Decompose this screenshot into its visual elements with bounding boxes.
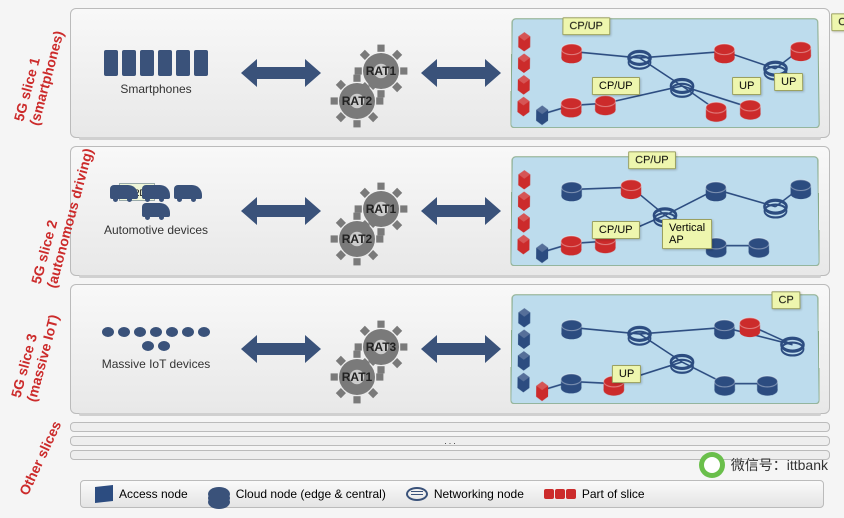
legend-item: Part of slice xyxy=(544,487,645,501)
smartphone-icon xyxy=(176,50,190,76)
gear-label: RAT2 xyxy=(342,232,372,246)
device-label: Smartphones xyxy=(120,82,191,96)
rat-gear: RAT1 xyxy=(327,347,387,407)
callout-label: CP xyxy=(831,13,844,31)
bidirectional-arrow xyxy=(421,191,501,231)
devices-panel: Smartphones xyxy=(71,9,241,137)
device-cluster xyxy=(96,327,216,351)
rat-gears: RAT1 RAT2 xyxy=(321,161,421,261)
rat-gear: RAT2 xyxy=(327,71,387,131)
bidirectional-arrow xyxy=(241,53,321,93)
network-panel: CP/UPCP/UPVertical AP xyxy=(510,156,819,266)
slice-label: 5G slice 1(smartphones) xyxy=(11,25,67,127)
smartphone-icon xyxy=(140,50,154,76)
slice-layer: Massive IoT devices RAT3 RAT1 CP UP xyxy=(70,284,830,414)
callout-label: UP xyxy=(612,365,641,383)
car-icon xyxy=(110,185,138,199)
car-icon xyxy=(142,185,170,199)
bidirectional-arrow xyxy=(241,191,321,231)
network-panel: CP UP xyxy=(510,294,819,404)
bidirectional-arrow xyxy=(241,329,321,369)
smartphone-icon xyxy=(122,50,136,76)
callout-label: CP/UP xyxy=(592,77,640,95)
callout-label: CP/UP xyxy=(592,221,640,239)
iot-device-icon xyxy=(118,327,130,337)
legend-item: Cloud node (edge & central) xyxy=(208,487,386,501)
device-label: Automotive devices xyxy=(104,223,208,237)
bidirectional-arrow xyxy=(421,53,501,93)
legend-item: Access node xyxy=(95,486,188,502)
iot-device-icon xyxy=(142,341,154,351)
access-node-icon xyxy=(95,485,113,503)
cloud-node-icon xyxy=(208,487,230,501)
device-cluster xyxy=(96,50,216,76)
devices-panel: D2D Automotive devices xyxy=(71,147,241,275)
rat-gear: RAT2 xyxy=(327,209,387,269)
callout-label: CP/UP xyxy=(562,17,610,35)
rat-gears: RAT3 RAT1 xyxy=(321,299,421,399)
callout-label: UP xyxy=(732,77,761,95)
other-slices-label: Other slices xyxy=(16,418,64,497)
iot-device-icon xyxy=(102,327,114,337)
iot-device-icon xyxy=(182,327,194,337)
slice-layer: Smartphones RAT1 RAT2 CP/UPCPCP/UPUPUP xyxy=(70,8,830,138)
callout-label: CP/UP xyxy=(628,151,675,169)
network-slicing-diagram: Smartphones RAT1 RAT2 CP/UP CP CP/UP UP UP D… xyxy=(0,0,844,518)
slice-label: 5G slice 3(massive IoT) xyxy=(8,309,62,404)
footer-text: 微信号：ittbank xyxy=(731,455,828,475)
other-slice-layer: . . . xyxy=(70,436,830,446)
iot-device-icon xyxy=(198,327,210,337)
network-panel: CP/UPCPCP/UPUPUP xyxy=(510,18,819,128)
slice-part-icon xyxy=(544,489,576,499)
devices-panel: Massive IoT devices xyxy=(71,285,241,413)
gear-label: RAT1 xyxy=(342,370,372,384)
iot-device-icon xyxy=(166,327,178,337)
gear-label: RAT2 xyxy=(342,94,372,108)
callout-label: UP xyxy=(774,73,803,91)
legend-label: Part of slice xyxy=(582,487,645,501)
rat-gears: RAT1 RAT2 xyxy=(321,23,421,123)
callout-label: Vertical AP xyxy=(662,219,712,249)
smartphone-icon xyxy=(194,50,208,76)
networking-node-icon xyxy=(406,487,428,501)
device-cluster xyxy=(96,185,216,217)
callout-label: CP xyxy=(771,291,800,309)
slice-stack: Smartphones RAT1 RAT2 CP/UP CP CP/UP UP UP D… xyxy=(70,8,830,460)
legend-label: Cloud node (edge & central) xyxy=(236,487,386,501)
slice-layer: D2D Automotive devices RAT1 RAT2 CP/UP CP… xyxy=(70,146,830,276)
device-label: Massive IoT devices xyxy=(102,357,211,371)
legend-label: Access node xyxy=(119,487,188,501)
footer-watermark: 微信号：ittbank xyxy=(699,452,828,478)
car-icon xyxy=(142,203,170,217)
wechat-icon xyxy=(699,452,725,478)
iot-device-icon xyxy=(150,327,162,337)
bidirectional-arrow xyxy=(421,329,501,369)
other-slice-layer xyxy=(70,422,830,432)
iot-device-icon xyxy=(158,341,170,351)
smartphone-icon xyxy=(158,50,172,76)
smartphone-icon xyxy=(104,50,118,76)
car-icon xyxy=(174,185,202,199)
legend-bar: Access node Cloud node (edge & central) Ne… xyxy=(80,480,824,508)
legend-item: Networking node xyxy=(406,487,524,501)
legend-label: Networking node xyxy=(434,487,524,501)
iot-device-icon xyxy=(134,327,146,337)
